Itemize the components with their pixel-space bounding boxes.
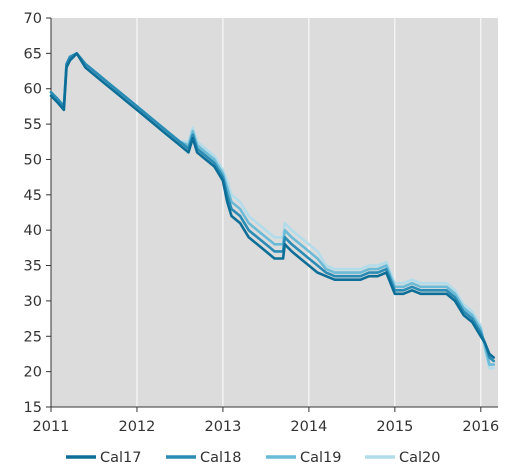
- legend: Cal17 Cal18 Cal19 Cal20: [66, 450, 441, 466]
- legend-label-cal18: Cal18: [200, 450, 242, 466]
- x-tick-label: 2016: [462, 419, 499, 435]
- axes: 15 20 25 30 35 40 45 50 55 60 65 70 2011 2012 2013 2014…: [24, 11, 500, 435]
- y-tick-label: 65: [24, 46, 42, 62]
- x-tick-label: 2011: [33, 419, 70, 435]
- series-line-cal17: [49, 52, 496, 359]
- y-tick-label: 60: [24, 82, 42, 98]
- y-tick-label: 35: [24, 259, 42, 275]
- legend-label-cal20: Cal20: [399, 450, 441, 466]
- y-tick-label: 20: [24, 365, 42, 381]
- y-tick-label: 50: [24, 152, 42, 168]
- legend-label-cal17: Cal17: [100, 450, 142, 466]
- x-tick-label: 2012: [119, 419, 156, 435]
- x-tick-label: 2015: [376, 419, 413, 435]
- legend-label-cal19: Cal19: [300, 450, 342, 466]
- y-tick-label: 70: [24, 11, 42, 27]
- y-tick-label: 30: [24, 294, 42, 310]
- y-tick-label: 45: [24, 188, 42, 204]
- x-tick-label: 2013: [204, 419, 241, 435]
- series-lines: [49, 52, 496, 370]
- series-line-cal18: [49, 52, 496, 363]
- y-tick-label: 55: [24, 117, 42, 133]
- grid-lines: [136, 18, 482, 407]
- y-tick-label: 15: [24, 400, 42, 416]
- plot-area: [51, 18, 498, 407]
- y-tick-label: 40: [24, 223, 42, 239]
- x-tick-label: 2014: [290, 419, 327, 435]
- y-tick-label: 25: [24, 329, 42, 345]
